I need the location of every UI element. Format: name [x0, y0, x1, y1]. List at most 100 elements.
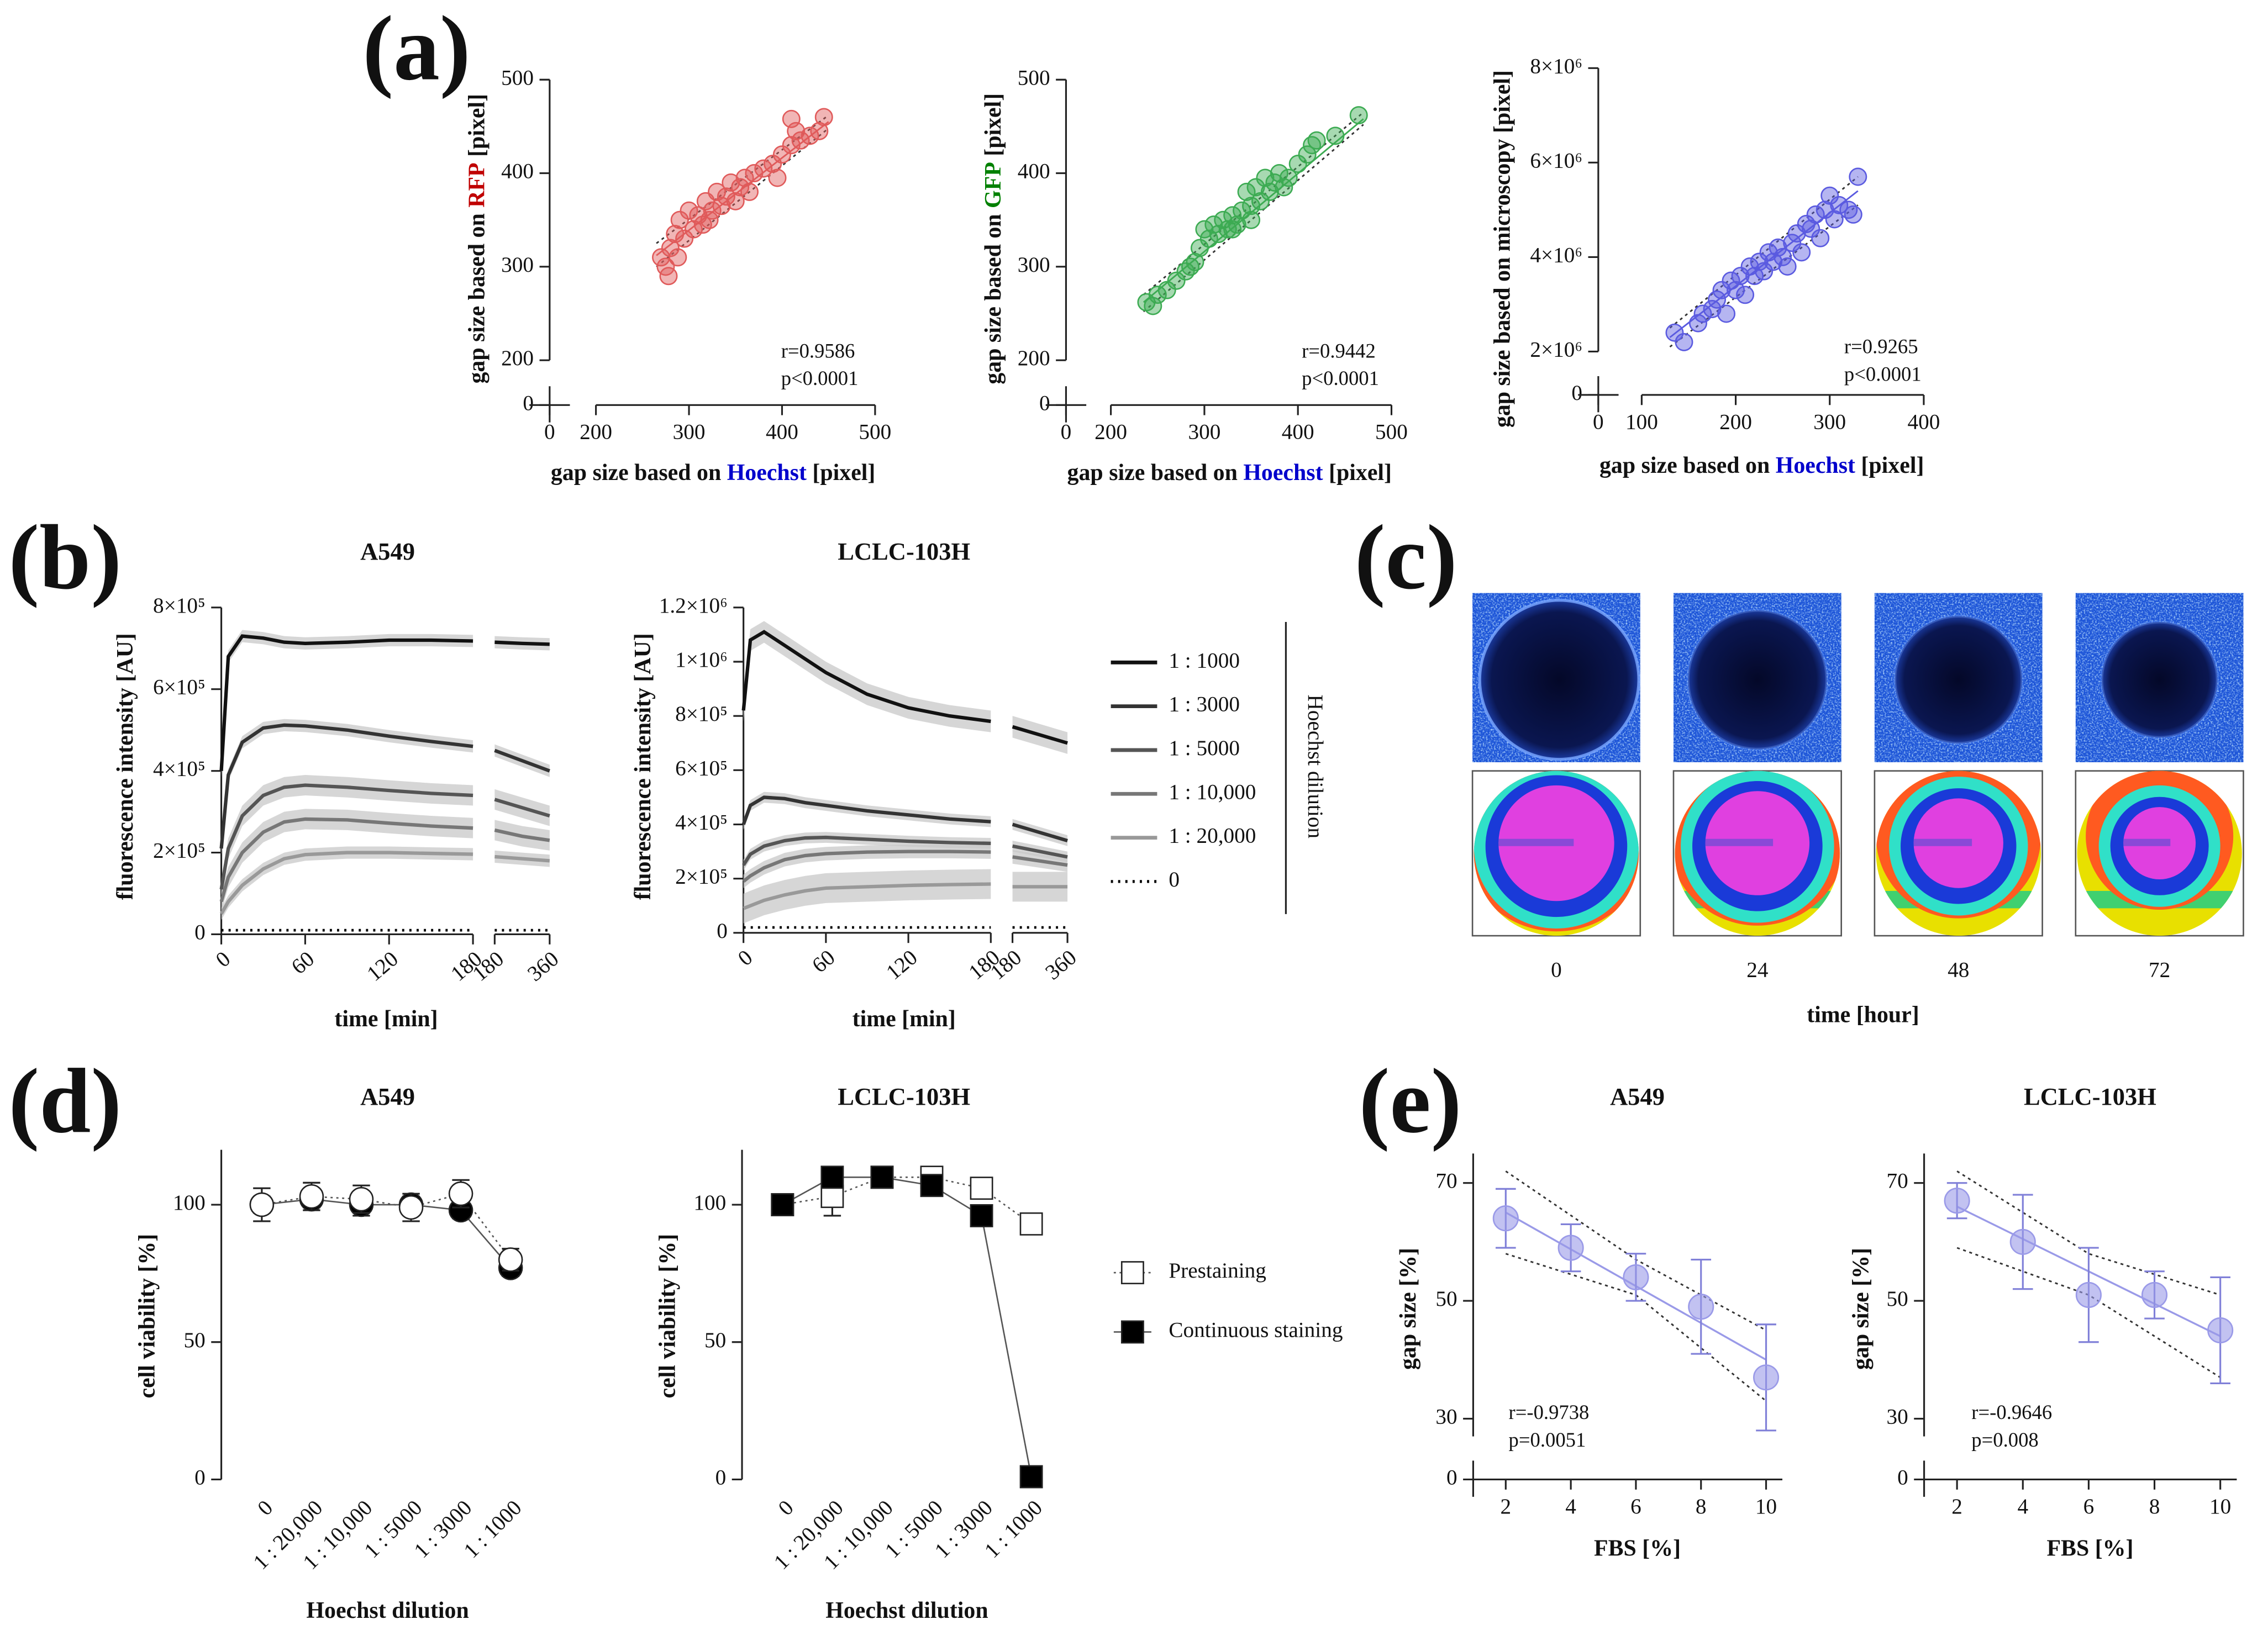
marker [1019, 1212, 1043, 1236]
y-tick-label: 6×10⁶ [1530, 149, 1582, 172]
point [735, 168, 754, 187]
point [1703, 299, 1722, 318]
confidence-band [1505, 1253, 1767, 1402]
point [1755, 262, 1774, 281]
y-axis-label: gap size based on RFP [pixel] [464, 94, 490, 384]
fit-line [1143, 118, 1364, 303]
x-axis-label-part: gap size based on [1067, 460, 1244, 486]
point [1783, 234, 1802, 252]
point [1759, 243, 1778, 262]
x-axis-label-part: Hoechst [1776, 452, 1855, 478]
y-tick-label: 70 [1435, 1169, 1457, 1193]
x-tick-label: 300 [673, 420, 706, 444]
point [1623, 1264, 1649, 1290]
series-line [494, 798, 550, 818]
legend-label: 0 [1169, 868, 1180, 892]
point [1787, 224, 1806, 243]
point [661, 239, 680, 257]
confidence-band [656, 128, 829, 267]
marker [820, 1165, 844, 1189]
point [1260, 182, 1279, 201]
point [708, 182, 727, 201]
x-tick-label: 8 [2149, 1495, 2160, 1518]
y-tick-label: 100 [173, 1191, 206, 1215]
x-tick-label: 100 [1625, 410, 1658, 434]
x-tick-label: 300 [1813, 410, 1846, 434]
point [1148, 286, 1167, 304]
annotation: r=-0.9646 [1971, 1401, 2052, 1423]
legend-label: 1 : 3000 [1169, 693, 1240, 716]
y-tick-label: 400 [501, 160, 534, 183]
series-line [219, 851, 473, 915]
x-tick-label: 4 [2017, 1495, 2028, 1518]
point [2141, 1281, 2168, 1308]
x-tick-label: 200 [580, 420, 612, 444]
annotation: r=0.9586 [781, 339, 855, 362]
marker [349, 1186, 374, 1212]
point [754, 159, 773, 178]
point [1736, 286, 1755, 304]
y-axis-label-part: GFP [981, 162, 1006, 208]
series-line [741, 630, 991, 724]
panel-label: (b) [8, 507, 122, 609]
series-line [494, 640, 550, 646]
point [768, 168, 787, 187]
y-axis-label: fluorescence intensity [AU] [113, 633, 138, 900]
point [1722, 271, 1740, 290]
point [1223, 206, 1242, 225]
confidence-band [1956, 1247, 2221, 1378]
point [666, 225, 685, 244]
heatmap-stripe [1705, 838, 1774, 846]
y-tick-label: 2×10⁵ [153, 839, 206, 863]
x-tick-label: 10 [1755, 1495, 1777, 1518]
marker [920, 1174, 944, 1198]
marker [1019, 1465, 1043, 1489]
y-tick-label: 50 [1435, 1287, 1457, 1311]
point [1251, 192, 1270, 210]
heatmap-stripe [2123, 838, 2171, 846]
point [1288, 155, 1307, 173]
annotation: r=0.9442 [1302, 339, 1376, 362]
panel-label: (a) [362, 0, 470, 99]
y-axis-label-part: gap size based on [981, 208, 1006, 384]
point [1270, 164, 1288, 183]
x-tick-label: 500 [859, 420, 891, 444]
error-band [221, 630, 473, 777]
y-axis-label: gap size [%] [1396, 1248, 1421, 1370]
point [1209, 225, 1228, 244]
y-axis-label-part: RFP [464, 162, 490, 207]
y-tick-label: 0 [194, 1465, 206, 1489]
annotation: r=-0.9738 [1509, 1401, 1590, 1423]
y-tick-label: 4×10⁶ [1530, 243, 1582, 267]
point [1844, 205, 1862, 224]
point [1820, 186, 1839, 205]
point [1708, 290, 1727, 309]
y-axis-label-part: gap size based on [464, 208, 490, 384]
point [1774, 247, 1792, 266]
error-band [743, 621, 991, 732]
panel-label: (c) [1355, 507, 1457, 609]
error-band [221, 775, 473, 900]
x-tick-label: 0 [544, 420, 555, 444]
point [745, 164, 764, 183]
annotation: p=0.008 [1971, 1428, 2038, 1451]
y-tick-label: 6×10⁵ [675, 756, 728, 780]
point [1764, 252, 1783, 271]
point [1693, 304, 1712, 323]
heatmap-stripe [1498, 838, 1574, 846]
y-axis-label-part: [pixel] [464, 94, 490, 162]
point [1195, 220, 1214, 239]
x-tick-label: 8 [1696, 1495, 1707, 1518]
point [703, 201, 722, 220]
point [1307, 131, 1326, 150]
point [1218, 220, 1237, 239]
x-axis-label-part: gap size based on [551, 460, 727, 486]
point [1326, 126, 1345, 145]
x-tick-label: 200 [1719, 410, 1752, 434]
error-band [221, 809, 473, 912]
point [1242, 197, 1261, 215]
point [1750, 252, 1769, 271]
point [1223, 220, 1242, 239]
point [1233, 201, 1251, 220]
series-line [219, 723, 473, 849]
